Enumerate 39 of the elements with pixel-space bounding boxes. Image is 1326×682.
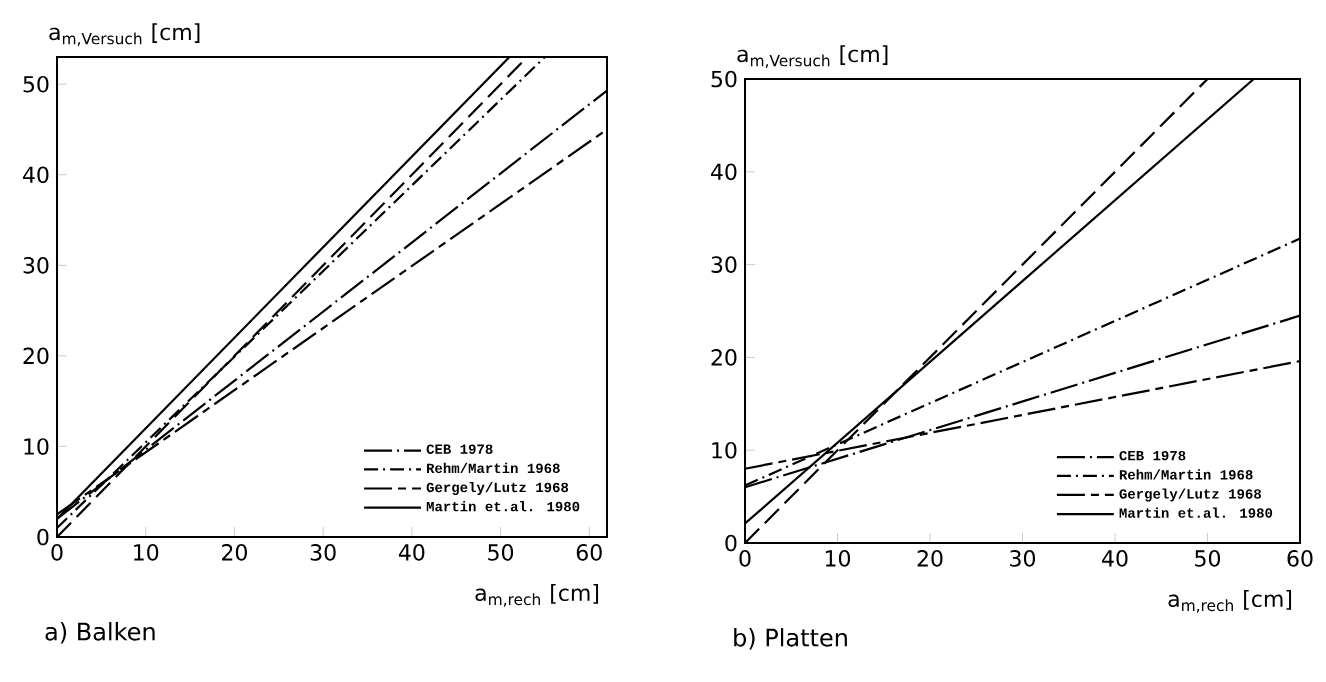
x-tick-label: 20 <box>917 550 943 567</box>
x-tick-label: 0 <box>739 550 751 567</box>
y-tick-label: 30 <box>23 257 49 274</box>
text: b) Platten <box>734 628 847 650</box>
x-tick-label: 0 <box>51 544 63 561</box>
y-tick-label: 20 <box>711 349 737 366</box>
legend-label: Rehm/Martin 1968 <box>1119 469 1253 480</box>
y-tick-label: 30 <box>711 256 737 273</box>
x-tick-label: 20 <box>222 544 247 561</box>
y-tick-label: 10 <box>24 438 49 455</box>
x-tick-label: 30 <box>310 544 336 561</box>
x-tick-label: 30 <box>1010 550 1036 567</box>
legend-label: Rehm/Martin 1968 <box>427 462 560 474</box>
legend-label: Gergely/Lutz 1968 <box>426 481 569 496</box>
legend-label: CEB 1978 <box>1119 450 1186 461</box>
x-tick-label: 60 <box>576 544 602 561</box>
y-axis-title: a$_{m,Versuch}$ [cm] <box>49 23 200 46</box>
y-tick-label: 50 <box>23 75 49 93</box>
legend-label: Martin et.al. 1980 <box>426 501 580 512</box>
y-tick-label: 20 <box>23 347 49 365</box>
y-axis-title: a$_{m,Versuch}$ [cm] <box>737 45 888 68</box>
text: a) Balken <box>45 622 155 644</box>
x-tick-label: 40 <box>398 544 425 561</box>
legend-label: Martin et.al. 1980 <box>1119 507 1273 518</box>
x-tick-label: 50 <box>1195 550 1221 567</box>
x-axis-title: a$_{m,rech}$ [cm] <box>1168 590 1292 613</box>
legend-label: Gergely/Lutz 1968 <box>1119 488 1261 502</box>
x-tick-label: 60 <box>1287 550 1313 567</box>
x-tick-label: 10 <box>134 544 159 561</box>
x-tick-label: 10 <box>825 550 851 567</box>
x-tick-label: 40 <box>1102 550 1128 567</box>
y-tick-label: 0 <box>37 528 49 546</box>
x-tick-label: 50 <box>488 544 514 561</box>
y-tick-label: 40 <box>23 166 49 184</box>
x-axis-title: a$_{m,rech}$ [cm] <box>475 584 599 607</box>
y-tick-label: 10 <box>712 441 737 459</box>
y-tick-label: 40 <box>711 163 737 181</box>
y-tick-label: 50 <box>711 70 737 88</box>
legend-label: CEB 1978 <box>426 444 493 454</box>
